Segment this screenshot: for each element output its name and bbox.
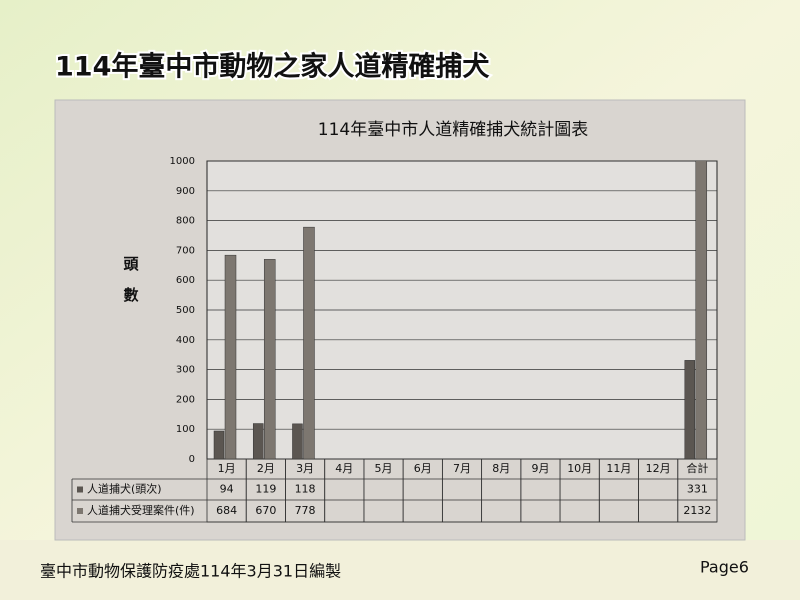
y-tick-label: 1000 xyxy=(170,156,195,167)
bar xyxy=(252,423,264,459)
x-tick-label: 6月 xyxy=(414,462,432,475)
table-value: 778 xyxy=(295,504,316,517)
table-value: 2132 xyxy=(683,504,711,517)
x-tick-label: 7月 xyxy=(453,462,471,475)
table-value: 684 xyxy=(216,504,237,517)
x-tick-label: 5月 xyxy=(375,462,393,475)
y-tick-label: 700 xyxy=(176,245,195,256)
x-tick-label: 3月 xyxy=(296,462,314,475)
table-value: 119 xyxy=(255,483,276,496)
x-tick-label: 11月 xyxy=(606,462,631,475)
bar xyxy=(263,259,276,459)
x-tick-label: 2月 xyxy=(257,462,275,475)
bar xyxy=(224,254,237,459)
y-tick-label: 600 xyxy=(176,275,195,286)
y-tick-label: 400 xyxy=(176,335,195,346)
x-tick-label: 4月 xyxy=(335,462,353,475)
bar xyxy=(292,423,303,459)
bar xyxy=(684,360,696,459)
y-tick-label: 0 xyxy=(189,454,195,465)
y-tick-label: 300 xyxy=(176,365,195,376)
legend-swatch xyxy=(77,508,83,514)
slide-title: 114年臺中市動物之家人道精確捕犬 xyxy=(55,51,489,83)
y-tick-label: 800 xyxy=(176,216,195,227)
bar xyxy=(303,226,315,459)
table-value: 118 xyxy=(295,483,316,496)
table-value: 94 xyxy=(220,483,234,496)
y-axis-label: 頭數 xyxy=(122,256,140,318)
y-tick-label: 200 xyxy=(176,394,195,405)
x-tick-label: 1月 xyxy=(218,462,236,475)
x-tick-label: 合計 xyxy=(686,461,708,475)
x-tick-label: 12月 xyxy=(646,462,671,475)
chart-title: 114年臺中市人道精確捕犬統計圖表 xyxy=(318,120,588,140)
legend-label: 人道捕犬受理案件(件) xyxy=(87,503,195,517)
footer-text: 臺中市動物保護防疫處114年3月31日編製 xyxy=(40,562,341,581)
x-tick-label: 9月 xyxy=(531,462,549,475)
x-tick-label: 10月 xyxy=(567,462,592,475)
bar xyxy=(213,430,225,459)
y-tick-label: 900 xyxy=(176,186,195,197)
page-number: Page6 xyxy=(700,558,749,577)
footer-band xyxy=(0,540,800,600)
table-value: 331 xyxy=(687,483,708,496)
legend-swatch xyxy=(77,486,83,493)
bar xyxy=(695,161,708,459)
x-tick-label: 8月 xyxy=(492,462,510,475)
table-value: 670 xyxy=(255,504,276,517)
legend-label: 人道捕犬(頭次) xyxy=(87,482,162,496)
y-tick-label: 100 xyxy=(176,424,195,435)
y-tick-label: 500 xyxy=(176,305,195,316)
